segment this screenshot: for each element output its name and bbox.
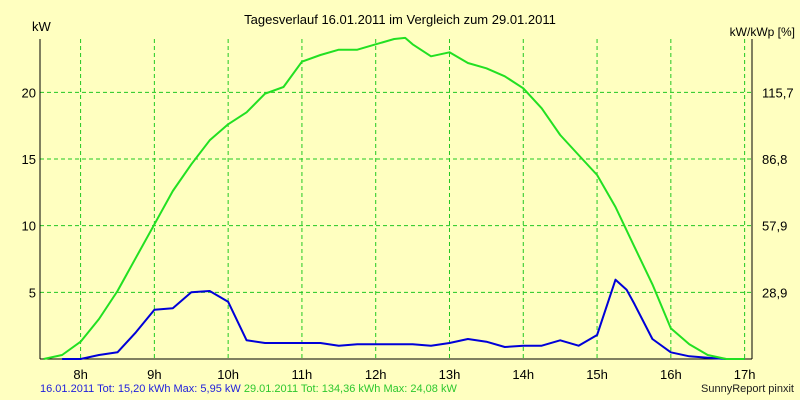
tick-labels: 8h 9h 10h 11h 12h 13h 14h 15h 16h 17h 5 28,9 10 57,9 1…	[22, 85, 794, 382]
chart-title: Tagesverlauf 16.01.2011 im Vergleich zum…	[244, 12, 556, 27]
y-axis-label-left: kW	[32, 19, 52, 34]
y-tick-label-right: 28,9	[762, 285, 787, 300]
x-tick-label: 15h	[586, 367, 608, 382]
series-line-29-01-2011	[43, 36, 745, 360]
y-tick-label-left: 10	[22, 219, 36, 234]
series-lines	[43, 36, 745, 360]
y-tick-label-right: 86,8	[762, 152, 787, 167]
series2-summary: 29.01.2011 Tot: 134,36 kWh Max: 24,08 kW	[243, 383, 457, 395]
x-tick-label: 9h	[147, 367, 161, 382]
x-tick-label: 12h	[365, 367, 387, 382]
y-tick-label-right: 115,7	[762, 85, 794, 100]
footer: 16.01.2011 Tot: 15,20 kWh Max: 5,95 kW 2…	[0, 382, 800, 398]
x-tick-label: 17h	[734, 367, 756, 382]
y-tick-label-right: 57,9	[762, 219, 787, 234]
y-tick-label-left: 20	[22, 85, 36, 100]
x-tick-label: 13h	[439, 367, 461, 382]
x-tick-label: 10h	[217, 367, 239, 382]
x-tick-label: 16h	[660, 367, 682, 382]
series-line-16-01-2011	[62, 278, 745, 360]
y-tick-label-left: 15	[22, 152, 36, 167]
axes	[39, 39, 753, 360]
footer-summary: 16.01.2011 Tot: 15,20 kWh Max: 5,95 kW 2…	[40, 382, 457, 396]
series1-summary: 16.01.2011 Tot: 15,20 kWh Max: 5,95 kW	[40, 383, 241, 395]
y-tick-label-left: 5	[29, 285, 36, 300]
grid-lines	[40, 39, 752, 359]
x-tick-label: 8h	[73, 367, 87, 382]
y-axis-label-right: kW/kWp [%]	[730, 25, 795, 39]
x-tick-label: 14h	[512, 367, 534, 382]
credit-text: SunnyReport pinxit	[701, 383, 794, 395]
x-tick-label: 11h	[292, 367, 313, 382]
